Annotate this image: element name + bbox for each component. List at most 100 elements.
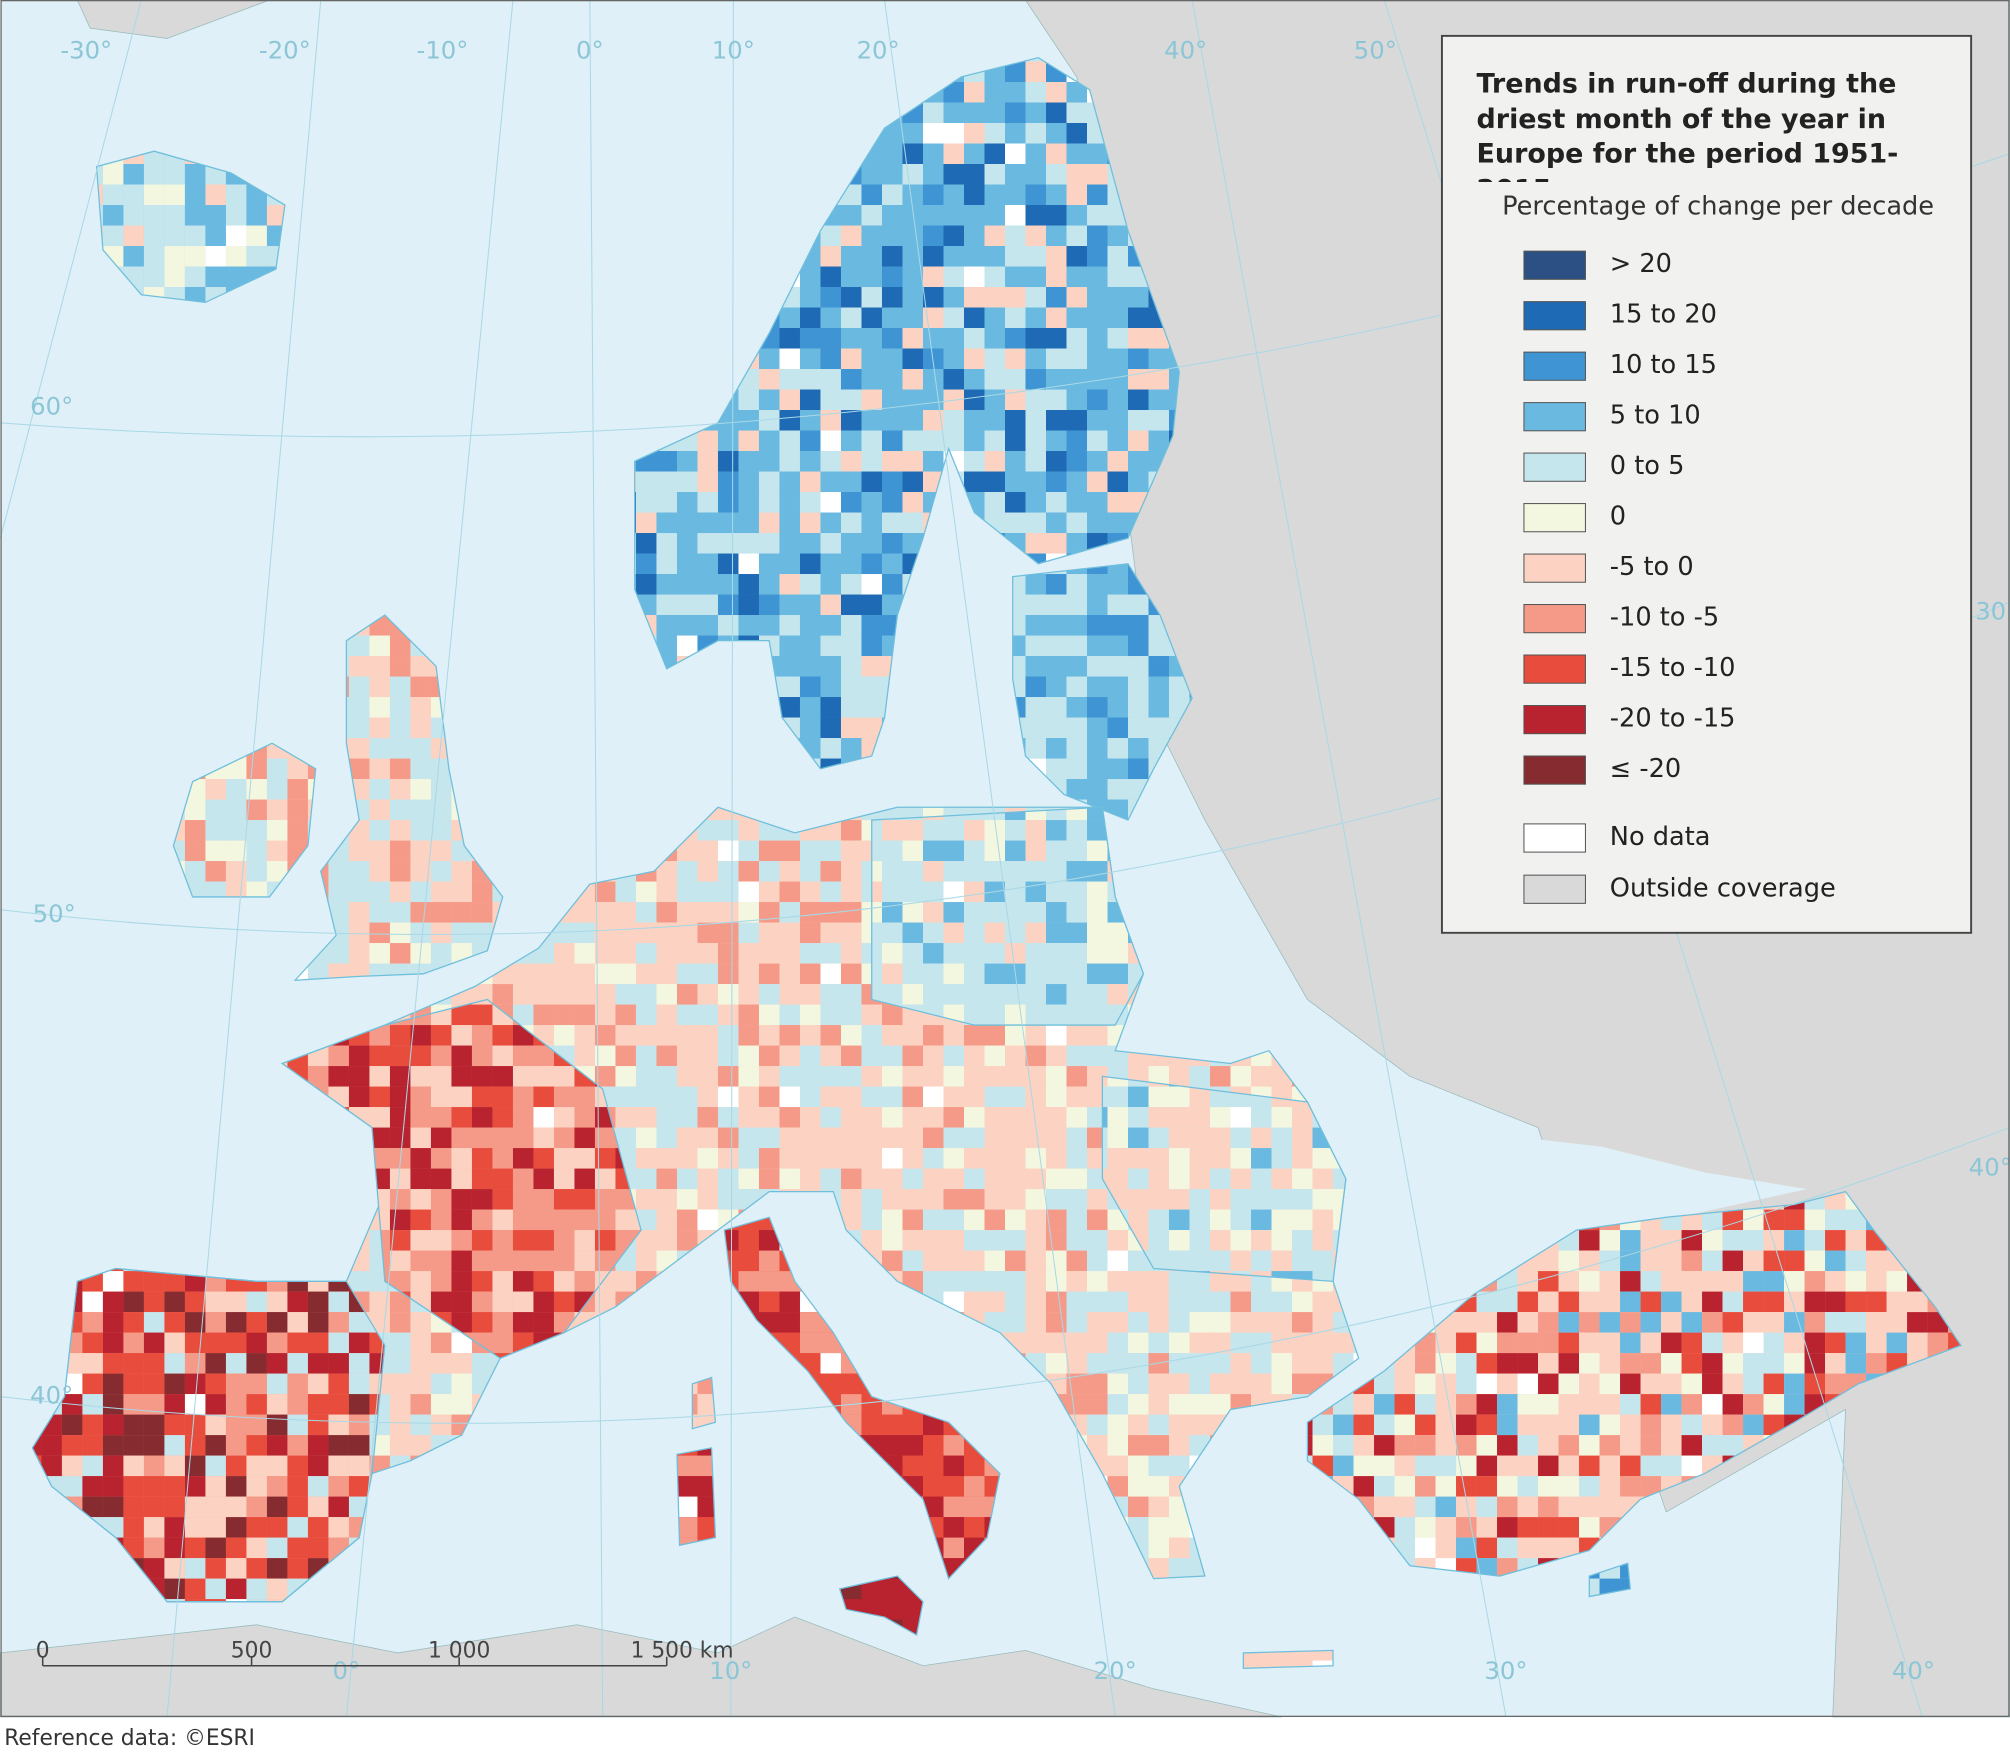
grid-cell <box>390 820 411 841</box>
grid-cell <box>1108 718 1129 739</box>
grid-cell <box>923 226 944 247</box>
grid-cell <box>246 1517 267 1538</box>
grid-cell <box>841 697 862 718</box>
grid-cell <box>861 1066 882 1087</box>
grid-cell <box>677 902 698 923</box>
grid-cell <box>1108 656 1129 677</box>
grid-cell <box>677 1169 698 1190</box>
grid-cell <box>123 205 144 226</box>
grid-cell <box>759 1005 780 1026</box>
grid-cell <box>1005 1107 1026 1128</box>
grid-cell <box>82 1374 103 1395</box>
grid-cell <box>697 1169 718 1190</box>
grid-cell <box>185 1558 206 1579</box>
grid-cell <box>1067 1292 1088 1313</box>
grid-cell <box>718 615 739 636</box>
grid-cell <box>1108 472 1129 493</box>
grid-cell <box>1210 1066 1231 1087</box>
grid-cell <box>533 1189 554 1210</box>
grid-cell <box>861 554 882 575</box>
grid-cell <box>1026 267 1047 288</box>
grid-cell <box>1046 820 1067 841</box>
grid-cell <box>984 287 1005 308</box>
grid-cell <box>226 205 247 226</box>
grid-cell <box>1005 185 1026 206</box>
grid-cell <box>123 1497 144 1518</box>
grid-cell <box>1108 287 1129 308</box>
grid-cell <box>1026 287 1047 308</box>
grid-cell <box>718 492 739 513</box>
grid-cell <box>1026 410 1047 431</box>
grid-cell <box>882 574 903 595</box>
grid-cell <box>1231 1312 1252 1333</box>
grid-cell <box>1087 1210 1108 1231</box>
grid-cell <box>1087 328 1108 349</box>
grid-cell <box>800 964 821 985</box>
grid-cell <box>964 308 985 329</box>
grid-cell <box>984 1251 1005 1272</box>
grid-cell <box>492 1230 513 1251</box>
grid-cell <box>964 1046 985 1067</box>
grid-cell <box>513 1148 534 1169</box>
grid-cell <box>1087 1230 1108 1251</box>
grid-cell <box>800 513 821 534</box>
grid-cell <box>369 636 390 657</box>
grid-cell <box>615 1271 636 1292</box>
grid-cell <box>923 1066 944 1087</box>
grid-cell <box>1087 902 1108 923</box>
grid-cell <box>902 185 923 206</box>
grid-cell <box>1128 718 1149 739</box>
grid-cell <box>533 1087 554 1108</box>
grid-cell <box>410 1271 431 1292</box>
grid-cell <box>964 964 985 985</box>
grid-cell <box>923 369 944 390</box>
grid-cell <box>697 1046 718 1067</box>
grid-cell <box>1087 738 1108 759</box>
grid-cell <box>1169 1415 1190 1436</box>
grid-cell <box>697 902 718 923</box>
grid-cell <box>267 1579 288 1600</box>
grid-cell <box>800 492 821 513</box>
grid-cell <box>841 513 862 534</box>
grid-cell <box>1128 656 1149 677</box>
grid-cell <box>1005 369 1026 390</box>
grid-cell <box>185 1292 206 1313</box>
grid-cell <box>902 943 923 964</box>
grid-cell <box>718 861 739 882</box>
grid-cell <box>1005 1230 1026 1251</box>
grid-cell <box>882 1005 903 1026</box>
grid-cell <box>1128 390 1149 411</box>
grid-cell <box>779 615 800 636</box>
grid-cell <box>328 1456 349 1477</box>
grid-cell <box>144 1538 165 1559</box>
grid-cell <box>902 1210 923 1231</box>
grid-cell <box>349 1333 370 1354</box>
grid-cell <box>1046 943 1067 964</box>
grid-cell <box>451 1025 472 1046</box>
grid-cell <box>984 144 1005 165</box>
grid-cell <box>800 656 821 677</box>
grid-cell <box>636 472 657 493</box>
grid-cell <box>1087 349 1108 370</box>
grid-cell <box>943 820 964 841</box>
grid-cell <box>820 943 841 964</box>
grid-cell <box>1087 246 1108 267</box>
grid-cell <box>410 656 431 677</box>
grid-cell <box>923 1148 944 1169</box>
grid-cell <box>267 1292 288 1313</box>
grid-cell <box>185 164 206 185</box>
grid-cell <box>410 1353 431 1374</box>
grid-cell <box>533 1148 554 1169</box>
grid-cell <box>964 943 985 964</box>
grid-cell <box>1210 1394 1231 1415</box>
grid-cell <box>287 779 308 800</box>
grid-cell <box>328 1476 349 1497</box>
grid-cell <box>431 923 452 944</box>
grid-cell <box>1108 677 1129 698</box>
grid-cell <box>841 882 862 903</box>
grid-cell <box>574 1230 595 1251</box>
grid-cell <box>533 984 554 1005</box>
grid-cell <box>882 1148 903 1169</box>
grid-cell <box>1108 697 1129 718</box>
grid-cell <box>677 1046 698 1067</box>
